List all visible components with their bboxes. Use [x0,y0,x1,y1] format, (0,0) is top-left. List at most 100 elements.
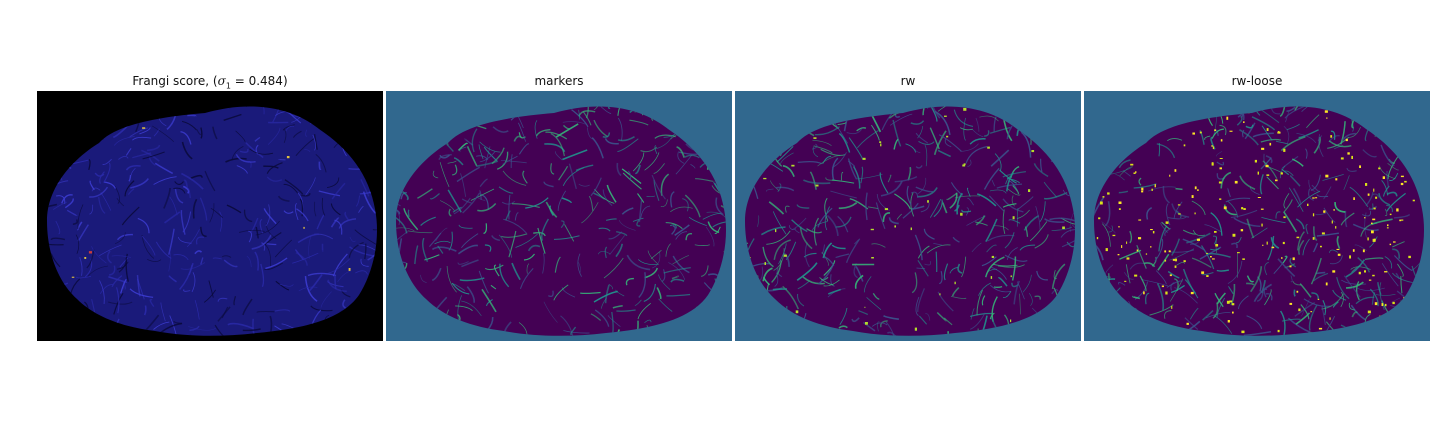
texture-stroke [1228,286,1234,295]
texture-stroke [320,291,332,308]
texture-stroke [1294,106,1308,111]
highlight-speck [1234,180,1238,184]
texture-stroke [1252,132,1274,138]
texture-stroke [634,299,642,306]
texture-stroke [203,289,216,303]
texture-stroke [562,121,586,125]
texture-stroke [1261,125,1273,141]
texture-stroke [1129,262,1146,270]
texture-stroke [429,193,440,200]
texture-stroke [671,275,679,280]
texture-stroke [534,120,538,139]
texture-stroke [663,133,676,138]
texture-stroke [643,283,656,302]
texture-stroke [671,225,676,235]
texture-stroke [1006,125,1013,140]
highlight-speck [791,164,795,167]
texture-stroke [403,208,419,231]
texture-stroke [200,257,204,265]
texture-stroke [1391,297,1401,303]
tissue-blob [396,106,727,336]
texture-stroke [235,130,246,142]
texture-stroke [1336,235,1341,249]
highlight-speck [1010,319,1012,323]
texture-stroke [143,305,147,316]
texture-stroke [821,251,829,266]
highlight-speck [1028,189,1031,192]
texture-stroke [1002,209,1006,235]
texture-stroke [617,136,635,142]
texture-stroke [670,278,685,283]
highlight-speck [1211,162,1214,165]
texture-stroke [396,215,408,234]
texture-stroke [1008,219,1021,224]
texture-stroke [905,143,917,153]
texture-stroke [783,252,790,267]
texture-stroke [1118,159,1131,169]
texture-stroke [989,195,1005,212]
texture-stroke [1238,295,1249,310]
texture-stroke [52,201,68,210]
texture-stroke [1020,131,1032,158]
highlight-speck [1352,249,1355,252]
texture-stroke [626,254,651,271]
texture-stroke [1016,207,1019,227]
texture-stroke [1284,170,1294,177]
highlight-speck [1353,197,1355,200]
highlight-speck [1359,165,1361,168]
texture-stroke [432,170,439,179]
texture-stroke [811,221,828,231]
texture-stroke [1029,293,1033,306]
texture-stroke [1174,287,1198,304]
texture-stroke [804,242,810,268]
texture-stroke [490,284,497,290]
texture-stroke [294,203,299,221]
texture-stroke [971,128,984,138]
texture-stroke [141,149,160,162]
texture-stroke [252,318,258,336]
texture-stroke [902,202,919,219]
highlight-speck [1150,229,1153,231]
texture-stroke [854,274,864,289]
texture-stroke [862,321,876,332]
texture-stroke [1236,236,1242,244]
texture-stroke [304,149,311,153]
highlight-speck [1118,201,1122,204]
texture-stroke [1261,216,1286,224]
texture-stroke [492,126,509,133]
texture-stroke [169,315,179,336]
texture-stroke [304,276,318,302]
texture-stroke [457,261,469,265]
highlight-speck [1326,117,1328,119]
texture-stroke [684,154,700,159]
texture-stroke [1291,158,1304,167]
texture-stroke [1297,231,1305,251]
texture-stroke [705,226,715,247]
texture-stroke [313,134,318,150]
texture-stroke [1357,257,1371,273]
texture-stroke [1380,144,1395,167]
texture-stroke [294,249,305,261]
texture-stroke [1250,266,1263,293]
texture-stroke [179,264,193,290]
texture-stroke [173,254,189,260]
texture-stroke [116,261,129,270]
texture-stroke [665,243,671,257]
texture-stroke [796,293,805,307]
texture-stroke [452,164,458,176]
texture-stroke [1060,229,1076,238]
texture-stroke [917,245,930,259]
highlight-speck [1358,271,1361,275]
texture-stroke [1119,166,1133,177]
texture-stroke [1345,259,1366,278]
texture-stroke [263,232,282,247]
highlight-speck [303,226,305,229]
texture-stroke [918,140,935,145]
texture-stroke [854,238,861,245]
texture-stroke [435,227,448,242]
texture-stroke [1129,230,1133,244]
texture-stroke [1386,204,1393,213]
texture-stroke [461,233,479,249]
texture-stroke [578,262,582,273]
texture-stroke [654,134,676,139]
